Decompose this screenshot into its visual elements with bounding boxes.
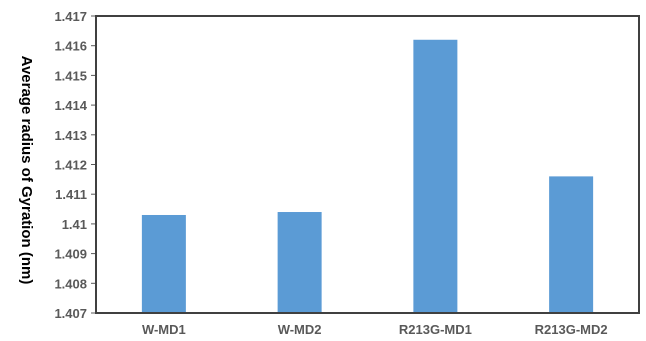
x-category-label: W-MD1 — [142, 322, 186, 337]
y-tick-label: 1.407 — [54, 306, 87, 321]
x-categories-layer: W-MD1 W-MD2 R213G-MD1 R213G-MD2 — [142, 322, 608, 337]
x-category-label: W-MD2 — [278, 322, 322, 337]
y-tick-label: 1.409 — [54, 247, 87, 262]
bar-r213g-md1 — [413, 39, 458, 313]
y-tick-label: 1.413 — [54, 128, 87, 143]
y-tick-label: 1.416 — [54, 39, 87, 54]
y-axis-label: Average radius of Gyration (nm) — [18, 56, 35, 285]
y-tick-label: 1.41 — [62, 217, 87, 232]
y-tick-label: 1.415 — [54, 68, 87, 83]
x-category-label: R213G-MD1 — [399, 322, 472, 337]
y-tick-label: 1.417 — [54, 9, 87, 24]
x-category-label: R213G-MD2 — [535, 322, 608, 337]
y-tick-label: 1.412 — [54, 158, 87, 173]
bar-w-md1 — [141, 214, 186, 313]
y-tick-label: 1.408 — [54, 276, 87, 291]
bar-r213g-md2 — [549, 176, 594, 313]
bar-w-md2 — [277, 212, 322, 313]
y-tick-label: 1.414 — [54, 98, 87, 113]
bars-layer — [141, 39, 594, 313]
plot-frame — [95, 15, 640, 314]
y-tick-label: 1.411 — [55, 187, 87, 202]
y-ticks-layer: 1.407 1.408 1.409 1.41 1.411 1.412 1.413 1.414 1… — [54, 9, 96, 321]
